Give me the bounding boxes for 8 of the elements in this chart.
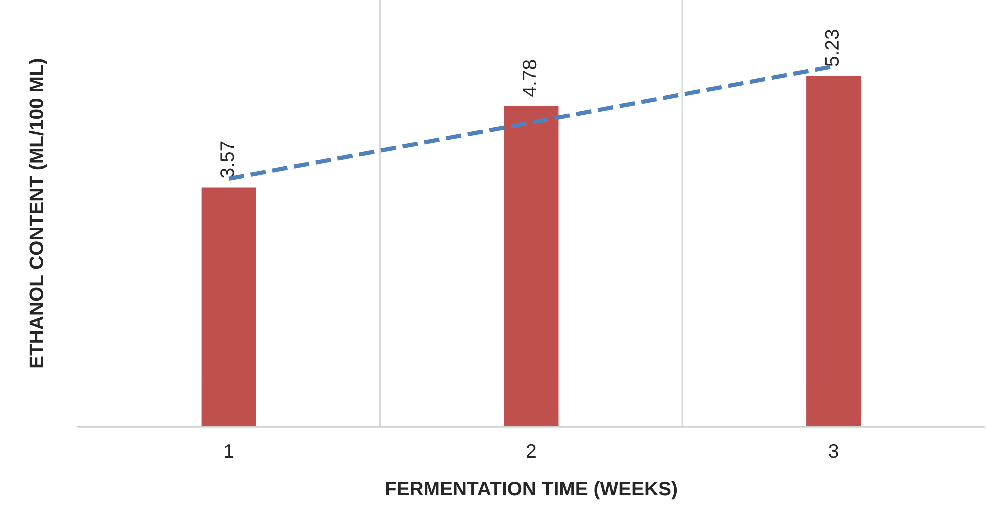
- x-tick-label: 1: [225, 444, 234, 458]
- x-tick-label: 3: [829, 444, 838, 458]
- data-label: 5.23: [825, 30, 840, 66]
- data-label: 3.57: [220, 142, 234, 178]
- data-label: 4.78: [522, 60, 537, 97]
- x-tick-label: 2: [527, 444, 536, 458]
- x-axis-title: FERMENTATION TIME (WEEKS): [386, 481, 678, 500]
- y-axis-title: ETHANOL CONTENT (ML/100 ML): [29, 59, 48, 368]
